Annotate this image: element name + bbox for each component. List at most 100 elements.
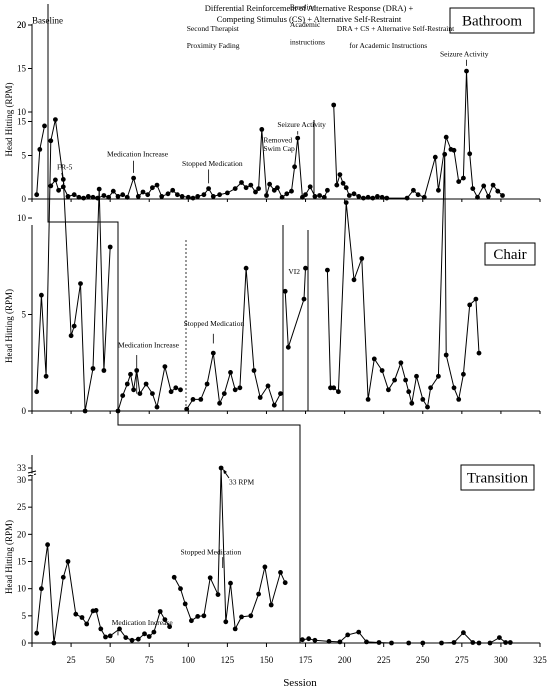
- chair-data-point: [204, 381, 210, 387]
- transition-y-axis-label: Head Hitting (RPM): [4, 520, 14, 594]
- bathroom-data-point: [48, 183, 54, 189]
- bathroom-data-point: [259, 126, 265, 132]
- chair-panel-label: Chair: [493, 247, 526, 263]
- chair-data-point: [451, 385, 457, 391]
- bathroom-data-point: [481, 183, 487, 189]
- chair-data-point: [101, 368, 107, 373]
- chair-data-point: [436, 373, 441, 379]
- transition-y-tick-label: 25: [17, 502, 27, 512]
- transition-data-point: [65, 559, 71, 564]
- transition-axis-break-mark: [27, 470, 37, 474]
- bathroom-data-point: [337, 172, 343, 178]
- chair-series-line: [326, 154, 480, 409]
- bathroom-data-point: [317, 193, 322, 198]
- x-axis-label: Session: [283, 677, 317, 689]
- chair-data-point: [150, 391, 155, 396]
- x-tick-label: 125: [221, 655, 235, 665]
- chair-data-point: [237, 385, 243, 391]
- bathroom-data-point: [334, 182, 340, 188]
- chair-data-point: [43, 373, 49, 379]
- bathroom-data-point: [131, 175, 137, 181]
- transition-data-point: [157, 609, 163, 614]
- bathroom-data-point: [340, 180, 346, 186]
- transition-data-point: [178, 586, 183, 592]
- chair-data-point: [128, 371, 133, 377]
- transition-data-point: [45, 542, 50, 548]
- transition-axis-break-gap: [31, 473, 34, 475]
- chair-data-point: [331, 385, 337, 391]
- chair-annotation: Second Therapist: [187, 24, 240, 33]
- chair-data-point: [173, 385, 179, 391]
- transition-data-point: [376, 640, 382, 645]
- chair-data-point: [198, 397, 204, 402]
- transition-data-point: [439, 640, 444, 646]
- bathroom-data-point: [436, 187, 441, 193]
- transition-data-point: [215, 592, 221, 597]
- bathroom-data-point: [65, 194, 71, 199]
- chair-data-point: [221, 391, 227, 396]
- transition-data-point: [389, 640, 394, 646]
- transition-data-point: [123, 635, 129, 640]
- transition-data-point: [223, 619, 229, 625]
- bathroom-data-point: [115, 194, 121, 199]
- bathroom-y-tick-label: 10: [17, 107, 27, 117]
- bathroom-data-point: [421, 194, 427, 200]
- bathroom-data-point: [135, 194, 141, 199]
- bathroom-annotation: Stopped Medication: [182, 159, 243, 168]
- chair-data-point: [78, 281, 83, 286]
- bathroom-data-point: [495, 188, 501, 194]
- x-tick-label: 200: [338, 655, 352, 665]
- bathroom-data-point: [190, 195, 196, 201]
- transition-data-point: [300, 637, 305, 643]
- chair-data-point: [60, 177, 66, 182]
- bathroom-data-point: [456, 179, 462, 185]
- transition-data-point: [129, 637, 135, 643]
- transition-data-point: [195, 614, 201, 619]
- transition-data-point: [207, 575, 213, 581]
- bathroom-data-point: [170, 187, 176, 193]
- transition-data-point: [262, 564, 268, 570]
- x-tick-label: 100: [182, 655, 196, 665]
- bathroom-data-point: [85, 194, 91, 199]
- bathroom-data-point: [124, 194, 130, 200]
- bathroom-data-point: [210, 194, 216, 199]
- bathroom-data-point: [486, 194, 491, 199]
- chair-data-point: [282, 288, 288, 294]
- x-tick-label: 225: [377, 655, 391, 665]
- bathroom-data-point: [145, 192, 151, 198]
- bathroom-annotation: Removed: [263, 135, 292, 144]
- transition-data-point: [248, 613, 254, 619]
- bathroom-annotation: Swim Cap: [263, 144, 295, 153]
- transition-y-tick-label: 30: [17, 475, 27, 485]
- transition-y-tick-label: 15: [17, 557, 27, 567]
- bathroom-y-tick-label: 0: [22, 194, 27, 204]
- bathroom-data-point: [379, 194, 385, 200]
- chair-data-point: [39, 292, 44, 298]
- transition-data-point: [345, 632, 351, 638]
- bathroom-y-tick-label: 15: [17, 64, 27, 74]
- transition-data-point: [84, 621, 90, 627]
- bathroom-data-point: [232, 186, 238, 192]
- chair-data-point: [90, 366, 96, 371]
- bathroom-data-point: [375, 194, 380, 199]
- chair-data-point: [120, 393, 126, 398]
- chair-data-point: [232, 387, 238, 393]
- chair-data-point: [271, 402, 277, 408]
- bathroom-data-point: [384, 195, 390, 201]
- bathroom-data-point: [475, 194, 480, 200]
- transition-data-point: [228, 580, 233, 586]
- transition-data-point: [239, 614, 244, 620]
- transition-data-point: [232, 626, 238, 632]
- bathroom-data-point: [248, 182, 254, 188]
- chair-data-point: [443, 352, 449, 358]
- figure-title-line-2: Competing Stimulus (CS) + Alternative Se…: [217, 14, 402, 24]
- bathroom-data-point: [356, 194, 362, 199]
- transition-series-line: [36, 544, 171, 644]
- transition-annotation: 33 RPM: [229, 477, 255, 486]
- chair-y-tick-label: 10: [17, 213, 27, 223]
- chair-annotation: Stopped Medication: [184, 319, 245, 328]
- x-tick-label: 275: [455, 655, 469, 665]
- transition-data-point: [256, 591, 261, 597]
- chair-data-point: [190, 397, 196, 402]
- chair-data-point: [82, 408, 88, 414]
